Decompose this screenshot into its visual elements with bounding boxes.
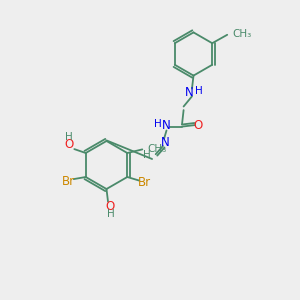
Text: Br: Br	[138, 176, 151, 189]
Text: H: H	[143, 150, 151, 160]
Text: Br: Br	[62, 175, 75, 188]
Text: CH₃: CH₃	[232, 29, 252, 39]
Text: N: N	[161, 136, 170, 149]
Text: O: O	[193, 118, 202, 132]
Text: O: O	[106, 200, 115, 213]
Text: O: O	[64, 138, 74, 151]
Text: CH₃: CH₃	[148, 144, 167, 154]
Text: H: H	[106, 208, 114, 219]
Text: H: H	[195, 86, 203, 96]
Text: H: H	[65, 132, 73, 142]
Text: H: H	[154, 118, 162, 129]
Text: N: N	[162, 119, 171, 132]
Text: N: N	[185, 85, 194, 99]
